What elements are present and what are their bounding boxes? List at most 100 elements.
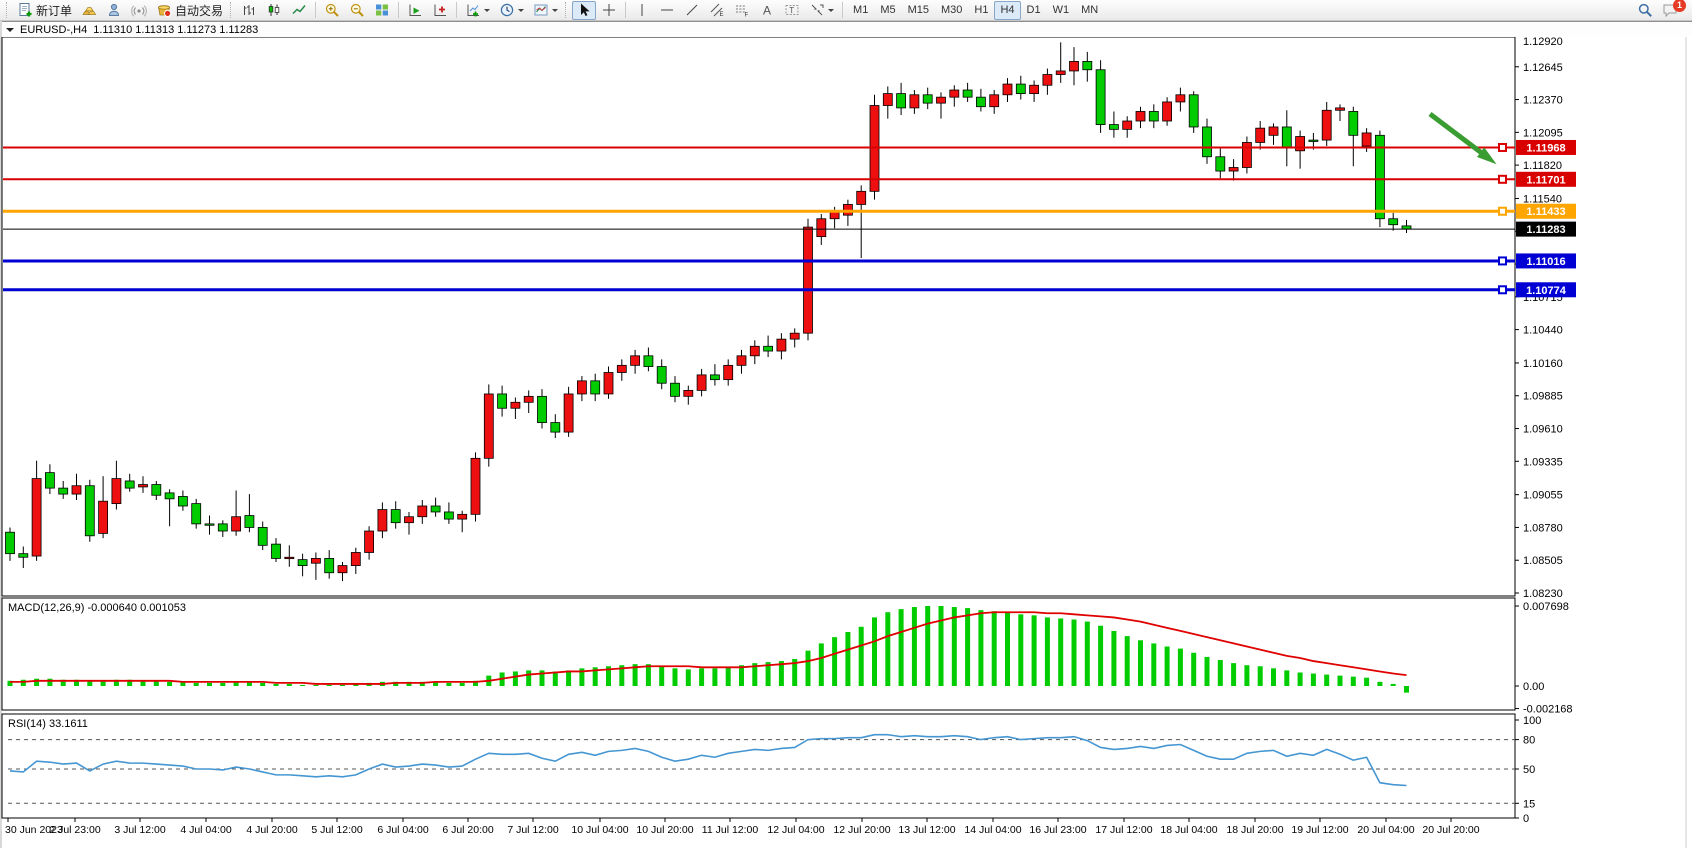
svg-text:20 Jul 04:00: 20 Jul 04:00: [1357, 824, 1414, 836]
vertical-line-tool-button[interactable]: [630, 1, 654, 20]
indicators-icon: [467, 4, 480, 17]
auto-trading-button[interactable]: 自动交易: [152, 1, 227, 20]
timeframe-group: M1 M5 M15 M30 H1 H4 D1 W1 MN: [847, 0, 1104, 20]
svg-text:7 Jul 12:00: 7 Jul 12:00: [507, 824, 559, 836]
svg-text:1.08230: 1.08230: [1523, 588, 1563, 600]
trendline-icon: [686, 4, 698, 16]
svg-text:1.10160: 1.10160: [1523, 358, 1563, 370]
toolbar-grip: [230, 2, 234, 18]
macd-panel[interactable]: [1, 597, 1516, 711]
profile-button[interactable]: [102, 1, 126, 20]
toolbar-separator: [398, 2, 400, 18]
trendline-tool-button[interactable]: [680, 1, 704, 20]
notifications-button[interactable]: 1: [1658, 0, 1686, 20]
periods-button[interactable]: [495, 1, 528, 20]
timeframe-button-m30[interactable]: M30: [941, 4, 963, 16]
chart-line-icon: [292, 5, 306, 15]
svg-text:16 Jul 23:00: 16 Jul 23:00: [1029, 824, 1086, 836]
timeframe-button-m1[interactable]: M1: [853, 4, 869, 16]
svg-text:6 Jul 20:00: 6 Jul 20:00: [442, 824, 494, 836]
cursor-tool-button[interactable]: [572, 0, 597, 20]
arrows-tool-button[interactable]: [805, 1, 838, 20]
svg-text:15: 15: [1523, 798, 1535, 810]
zoom-in-button[interactable]: [320, 1, 344, 20]
equidistant-channel-tool-button[interactable]: E: [705, 1, 729, 20]
svg-text:E: E: [720, 12, 724, 18]
svg-text:0.007698: 0.007698: [1523, 601, 1569, 613]
chart-canvas[interactable]: 1.12920 1.12645 1.12370 1.12095 1.11820 1.115…: [0, 37, 1692, 848]
svg-text:18 Jul 20:00: 18 Jul 20:00: [1226, 824, 1283, 836]
svg-text:0.00: 0.00: [1523, 681, 1544, 693]
crosshair-icon: [603, 4, 616, 16]
svg-text:F: F: [745, 13, 749, 19]
svg-text:3 Jul 12:00: 3 Jul 12:00: [114, 824, 166, 836]
svg-text:4 Jul 20:00: 4 Jul 20:00: [246, 824, 298, 836]
text-tool-button[interactable]: A: [755, 1, 779, 20]
chart-collapse-icon[interactable]: [6, 27, 14, 36]
hline-1.11968[interactable]: 1.11968: [3, 139, 1576, 155]
fibonacci-tool-button[interactable]: F: [730, 1, 754, 20]
signal-button[interactable]: [127, 1, 151, 20]
line-chart-button[interactable]: [287, 1, 311, 20]
svg-text:20 Jul 20:00: 20 Jul 20:00: [1422, 824, 1479, 836]
svg-text:10 Jul 20:00: 10 Jul 20:00: [636, 824, 693, 836]
timeframe-button-m5[interactable]: M5: [880, 4, 896, 16]
chart-title-bar: EURUSD-,H4 1.11310 1.11313 1.11273 1.112…: [0, 21, 1692, 37]
templates-button[interactable]: [529, 1, 562, 20]
new-order-button[interactable]: 新订单: [13, 1, 76, 20]
svg-text:1.09610: 1.09610: [1523, 424, 1563, 436]
auto-scroll-button[interactable]: [403, 1, 427, 20]
signal-icon: [131, 5, 147, 17]
hline-1.10774[interactable]: 1.10774: [3, 282, 1576, 298]
svg-text:100: 100: [1523, 715, 1541, 727]
fibonacci-icon: F: [736, 5, 749, 19]
gold-icon: [82, 7, 97, 15]
gold-button[interactable]: [77, 1, 101, 20]
macd-axis[interactable]: 0.007698 0.00 -0.002168: [1515, 601, 1573, 716]
horizontal-line-tool-button[interactable]: [655, 1, 679, 20]
svg-text:1.11433: 1.11433: [1526, 206, 1565, 218]
new-order-label: 新订单: [36, 3, 73, 18]
rsi-panel[interactable]: [1, 713, 1516, 819]
annotation-arrow[interactable]: [1428, 112, 1497, 165]
current-price-line: 1.11283: [3, 221, 1576, 237]
hline-1.11433[interactable]: 1.11433: [3, 203, 1576, 219]
main-chart-panel[interactable]: [1, 37, 1516, 597]
toolbar-separator: [456, 2, 458, 18]
svg-text:1.08505: 1.08505: [1523, 555, 1563, 567]
chart-title-symbol: EURUSD-,H4: [20, 23, 88, 36]
zoom-out-button[interactable]: [345, 1, 369, 20]
chart-shift-button[interactable]: [428, 1, 452, 20]
timeframe-button-h1[interactable]: H1: [974, 4, 989, 16]
price-axis[interactable]: 1.12920 1.12645 1.12370 1.12095 1.11820 1.115…: [1515, 37, 1563, 600]
tile-windows-icon: [376, 4, 389, 16]
timeframe-button-d1[interactable]: D1: [1026, 4, 1041, 16]
svg-text:1.10440: 1.10440: [1523, 325, 1563, 337]
hline-1.11701[interactable]: 1.11701: [3, 171, 1576, 187]
search-button[interactable]: [1633, 1, 1657, 20]
bar-chart-button[interactable]: [237, 1, 261, 20]
auto-trading-icon: [158, 5, 172, 17]
timeframe-button-mn[interactable]: MN: [1081, 4, 1099, 16]
timeframe-button-m15[interactable]: M15: [907, 4, 929, 16]
candlestick-chart-button[interactable]: [262, 1, 286, 20]
text-label-tool-button[interactable]: T: [780, 1, 804, 20]
chart-candles-icon: [268, 4, 280, 16]
svg-text:1.11283: 1.11283: [1526, 224, 1565, 236]
svg-text:12 Jul 04:00: 12 Jul 04:00: [767, 824, 824, 836]
svg-text:1.10774: 1.10774: [1526, 285, 1567, 297]
chart-title-quotes: 1.11310 1.11313 1.11273 1.11283: [93, 23, 259, 36]
timeframe-button-w1[interactable]: W1: [1052, 4, 1070, 16]
timeframe-button-h4[interactable]: H4: [994, 0, 1021, 20]
tile-windows-button[interactable]: [370, 1, 394, 20]
indicators-button[interactable]: [461, 1, 494, 20]
hline-1.11016[interactable]: 1.11016: [3, 253, 1576, 269]
rsi-axis[interactable]: 100 80 50 15 0: [1515, 715, 1541, 825]
crosshair-tool-button[interactable]: [597, 1, 621, 20]
periods-icon: [500, 3, 514, 17]
svg-text:6 Jul 04:00: 6 Jul 04:00: [377, 824, 429, 836]
svg-text:10 Jul 04:00: 10 Jul 04:00: [571, 824, 628, 836]
macd-histogram: [7, 605, 1409, 693]
